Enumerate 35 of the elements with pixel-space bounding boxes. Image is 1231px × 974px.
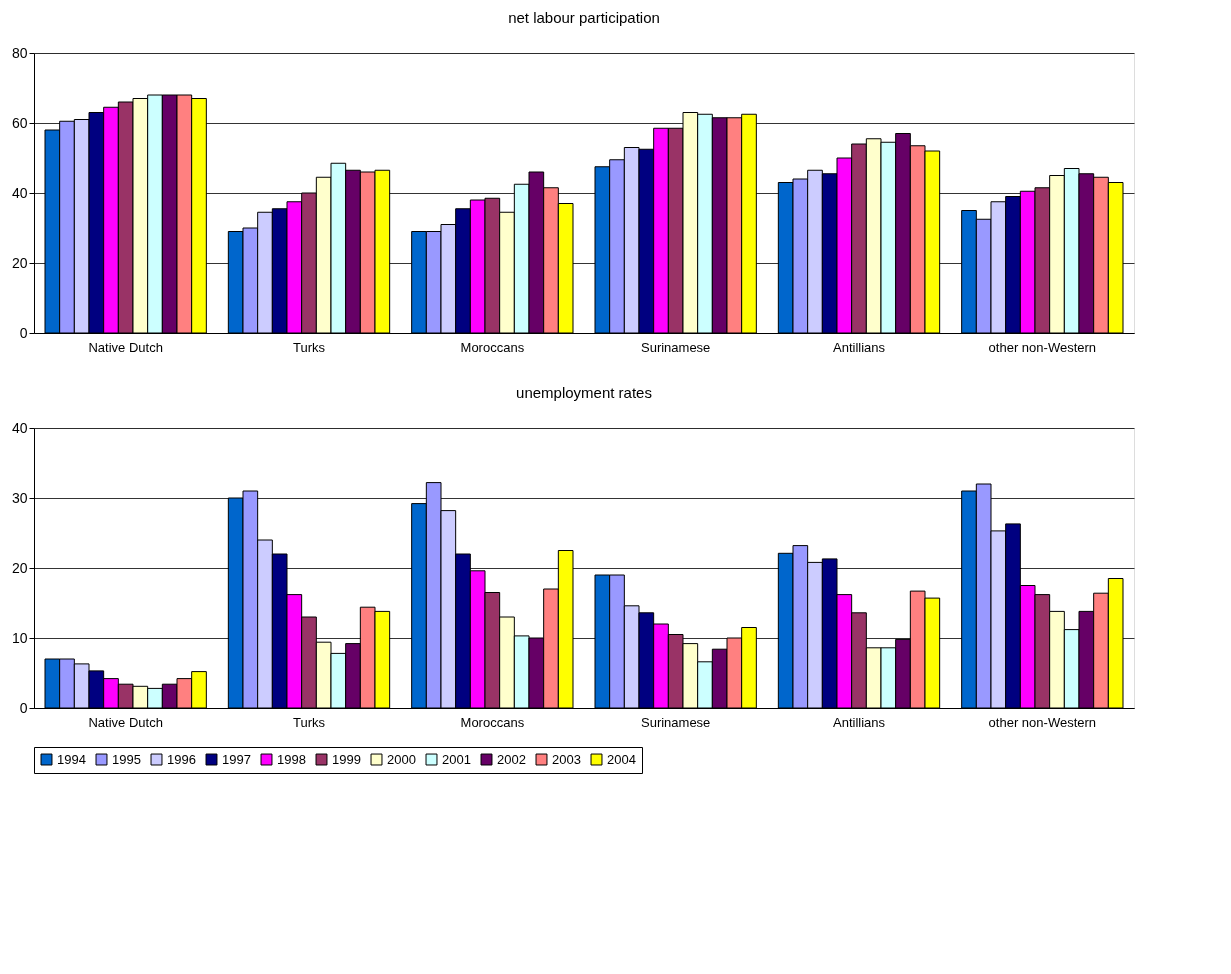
legend-label: 1997	[222, 751, 251, 767]
legend-label: 1998	[277, 751, 306, 767]
y-tick-label: 40	[11, 419, 28, 436]
x-tick-label: Native Dutch	[88, 339, 163, 355]
legend-label: 2000	[387, 751, 416, 767]
legend-label: 1996	[167, 751, 196, 767]
x-tick-label: Moroccans	[460, 714, 525, 730]
x-tick-label: Moroccans	[460, 339, 525, 355]
x-tick-label: Surinamese	[640, 339, 711, 355]
legend-label: 1999	[332, 751, 361, 767]
x-tick-label: Turks	[292, 714, 326, 730]
legend-label: 2003	[552, 751, 581, 767]
y-tick-label: 30	[11, 489, 28, 506]
legend-label: 1995	[112, 751, 141, 767]
legend-label: 2004	[607, 751, 636, 767]
y-tick-label: 10	[11, 629, 28, 646]
y-tick-label: 20	[11, 254, 28, 271]
y-tick-label: 20	[11, 559, 28, 576]
legend-label: 1994	[57, 751, 86, 767]
chart-title: unemployment rates	[516, 384, 652, 401]
x-tick-label: other non-Western	[988, 339, 1097, 355]
x-tick-label: Native Dutch	[88, 714, 163, 730]
y-tick-label: 0	[19, 324, 28, 341]
legend-label: 2002	[497, 751, 526, 767]
x-tick-label: Antillians	[832, 339, 886, 355]
y-tick-label: 40	[11, 184, 28, 201]
x-tick-label: Turks	[292, 339, 326, 355]
x-tick-label: other non-Western	[988, 714, 1097, 730]
y-tick-label: 80	[11, 44, 28, 61]
y-tick-label: 60	[11, 114, 28, 131]
legend-label: 2001	[442, 751, 471, 767]
chart-title: net labour participation	[508, 9, 660, 26]
y-tick-label: 0	[19, 699, 28, 716]
x-tick-label: Antillians	[832, 714, 886, 730]
x-tick-label: Surinamese	[640, 714, 711, 730]
